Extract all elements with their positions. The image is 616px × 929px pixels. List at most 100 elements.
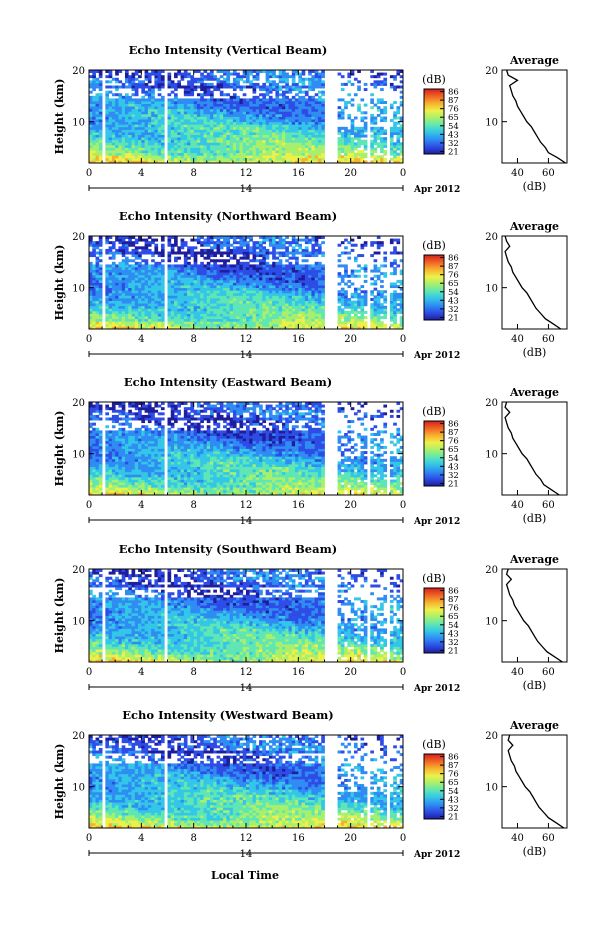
heatmap-cell [347, 75, 352, 79]
heatmap-cell [174, 75, 178, 79]
heatmap-cell [272, 113, 276, 117]
heatmap-cell [347, 129, 352, 133]
heatmap-cell [281, 316, 286, 320]
heatmap-cell [190, 292, 195, 296]
heatmap-cell [239, 121, 244, 125]
heatmap-cell [278, 103, 283, 107]
heatmap-cell [170, 98, 175, 102]
avg-x-tick-label: 60 [542, 168, 555, 179]
heatmap-cell [151, 134, 155, 138]
heatmap-cell [291, 106, 296, 110]
heatmap-cell [285, 82, 289, 86]
heatmap-cell [268, 134, 273, 138]
heatmap-cell [295, 292, 299, 296]
heatmap-cell [308, 323, 312, 327]
heatmap-cell [350, 282, 355, 286]
heatmap-cell [268, 155, 273, 159]
heatmap-cell [160, 285, 165, 289]
heatmap-cell [291, 274, 296, 278]
heatmap-cell [200, 113, 204, 117]
x-tick-label: 8 [190, 168, 196, 179]
heatmap-cell [92, 108, 96, 112]
heatmap-cell [239, 274, 244, 278]
heatmap-cell [268, 300, 273, 304]
heatmap-cell [98, 236, 103, 239]
heatmap-cell [399, 142, 404, 146]
heatmap-cell [115, 101, 119, 104]
heatmap-cell [160, 318, 165, 322]
heatmap-cell [190, 323, 195, 327]
heatmap-cell [311, 124, 316, 128]
heatmap-cell [285, 113, 289, 117]
heatmap-cell [370, 106, 374, 110]
heatmap-cell [138, 308, 142, 312]
heatmap-cell [180, 267, 185, 270]
heatmap-cell [151, 124, 155, 128]
heatmap-cell [281, 142, 286, 146]
heatmap-cell [232, 274, 237, 278]
heatmap-cell [259, 305, 263, 309]
heatmap-cell [118, 93, 123, 97]
heatmap-cell [298, 108, 302, 112]
heatmap-cell [350, 155, 355, 159]
heatmap-cell [242, 85, 247, 89]
heatmap-cell [180, 85, 185, 89]
heatmap-cell [311, 313, 316, 317]
heatmap-cell [177, 116, 181, 120]
heatmap-cell [337, 142, 342, 146]
heatmap-cell [157, 321, 162, 325]
heatmap-cell [141, 101, 145, 104]
heatmap-cell [357, 142, 361, 146]
heatmap-cell [272, 103, 276, 107]
heatmap-cell [314, 274, 319, 278]
heatmap-cell [134, 111, 139, 115]
heatmap-cell [370, 75, 374, 79]
heatmap-cell [170, 103, 175, 107]
heatmap-cell [187, 111, 191, 115]
heatmap-cell [281, 129, 286, 133]
heatmap-cell [213, 150, 217, 154]
heatmap-cell [118, 292, 123, 296]
heatmap-cell [124, 70, 129, 73]
heatmap-cell [193, 295, 198, 299]
heatmap-cell [295, 300, 299, 304]
heatmap-cell [389, 134, 394, 138]
heatmap-cell [115, 303, 119, 307]
heatmap-cell [278, 295, 283, 299]
heatmap-cell [89, 152, 93, 156]
heatmap-cell [108, 139, 113, 143]
heatmap-cell [210, 318, 214, 322]
heatmap-cell [200, 98, 204, 102]
heatmap-cell [187, 298, 191, 301]
heatmap-cell [154, 160, 159, 164]
heatmap-cell [105, 318, 110, 322]
heatmap-cell [118, 137, 123, 141]
heatmap-cell [134, 134, 139, 138]
heatmap-cell [278, 246, 283, 250]
heatmap-cell [275, 132, 280, 135]
heatmap-cell [154, 261, 159, 265]
heatmap-cell [314, 93, 319, 97]
heatmap-cell [275, 121, 280, 125]
heatmap-cell [190, 144, 195, 148]
heatmap-cell [308, 267, 312, 270]
heatmap-cell [262, 264, 267, 268]
heatmap-cell [118, 108, 123, 112]
heatmap-cell [223, 82, 227, 86]
heatmap-cell [314, 267, 319, 270]
heatmap-cell [317, 282, 322, 286]
heatmap-cell [187, 75, 191, 79]
heatmap-cell [278, 106, 283, 110]
heatmap-cell [200, 290, 204, 294]
heatmap-cell [200, 106, 204, 110]
heatmap-cell [134, 113, 139, 117]
heatmap-cell [213, 267, 217, 270]
heatmap-cell [370, 152, 374, 156]
heatmap-cell [340, 113, 345, 117]
heatmap-cell [232, 264, 237, 268]
heatmap-cell [157, 82, 162, 86]
heatmap-cell [232, 134, 237, 138]
heatmap-cell [226, 274, 231, 278]
heatmap-cell [190, 139, 195, 143]
heatmap-cell [203, 238, 208, 242]
